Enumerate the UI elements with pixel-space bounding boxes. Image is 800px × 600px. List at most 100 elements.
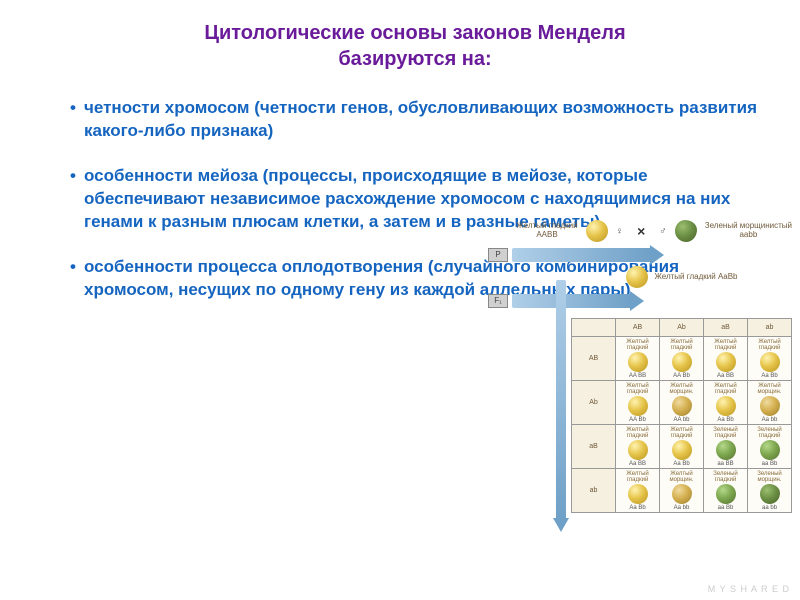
gen-tag-p: P	[488, 248, 508, 262]
punnett-cell: Желтый морщин. Aa bb	[660, 469, 704, 513]
cell-genotype: Aa bb	[749, 417, 790, 423]
cell-genotype: Aa Bb	[617, 505, 658, 511]
punnett-cell: Зеленый гладкий aa BB	[704, 425, 748, 469]
punnett-col-header: ab	[748, 319, 792, 337]
pea-icon	[672, 440, 692, 460]
parent-male-label: Зеленый морщинистый aabb	[705, 222, 792, 240]
cell-genotype: aa bb	[749, 505, 790, 511]
pea-icon	[716, 396, 736, 416]
punnett-col-header: aB	[704, 319, 748, 337]
cell-genotype: Aa bb	[661, 505, 702, 511]
punnett-cell: Желтый гладкий Aa Bb	[660, 425, 704, 469]
slide: Цитологические основы законов Менделя ба…	[0, 0, 800, 600]
f1-row: Желтый гладкий AaBb	[572, 266, 792, 288]
pea-icon	[626, 266, 648, 288]
pea-icon	[672, 484, 692, 504]
pea-icon	[760, 484, 780, 504]
punnett-cell: Желтый гладкий AA Bb	[616, 381, 660, 425]
punnett-cell: Желтый гладкийAa BB	[704, 337, 748, 381]
cell-genotype: Aa Bb	[705, 417, 746, 423]
punnett-row-header: ab	[572, 469, 616, 513]
parent-female-label: Желтый гладкий AABB	[516, 222, 577, 240]
cell-phenotype-label: Желтый гладкий	[617, 427, 658, 439]
pea-icon	[716, 440, 736, 460]
cell-phenotype-label: Желтый морщин.	[661, 471, 702, 483]
watermark: M Y S H A R E D	[708, 584, 790, 594]
punnett-corner	[572, 319, 616, 337]
pea-icon	[675, 220, 697, 242]
cell-phenotype-label: Желтый гладкий	[749, 339, 790, 351]
cell-phenotype-label: Желтый гладкий	[661, 339, 702, 351]
slide-title: Цитологические основы законов Менделя ба…	[165, 20, 665, 72]
cell-phenotype-label: Желтый гладкий	[661, 427, 702, 439]
pea-icon	[628, 440, 648, 460]
punnett-row: AbЖелтый гладкийAA BbЖелтый морщин.AA bb…	[572, 381, 792, 425]
cell-phenotype-label: Зеленый морщин.	[749, 471, 790, 483]
punnett-cell: Желтый морщин. Aa bb	[748, 381, 792, 425]
punnett-cell: Зеленый гладкий aa Bb	[704, 469, 748, 513]
cell-phenotype-label: Зеленый гладкий	[705, 471, 746, 483]
title-line-2: базируются на:	[338, 48, 491, 70]
pea-icon	[628, 396, 648, 416]
cell-genotype: Aa Bb	[661, 461, 702, 467]
pea-icon	[760, 396, 780, 416]
pea-icon	[628, 352, 648, 372]
cell-phenotype-label: Зеленый гладкий	[705, 427, 746, 439]
cell-genotype: aa BB	[705, 461, 746, 467]
cell-genotype: Aa BB	[617, 461, 658, 467]
male-symbol: ♂	[659, 226, 667, 237]
arrow-f1: F₁	[512, 294, 632, 308]
cell-phenotype-label: Желтый гладкий	[617, 339, 658, 351]
arrow-f2-vertical	[556, 280, 566, 520]
punnett-row-header: aB	[572, 425, 616, 469]
punnett-cell: Желтый гладкий Aa Bb	[748, 337, 792, 381]
cell-phenotype-label: Зеленый гладкий	[749, 427, 790, 439]
punnett-cell: Зеленый морщин. aa bb	[748, 469, 792, 513]
cell-genotype: aa Bb	[749, 461, 790, 467]
punnett-square: AB Ab aB ab ABЖелтый гладкийAA BBЖелтый …	[571, 318, 792, 513]
cross-symbol: ×	[637, 223, 645, 239]
cell-phenotype-label: Желтый гладкий	[705, 383, 746, 395]
punnett-cell: Желтый гладкий AA Bb	[660, 337, 704, 381]
title-line-1: Цитологические основы законов Менделя	[204, 22, 625, 44]
parent-row: Желтый гладкий AABB ♀ × ♂ Зеленый морщин…	[512, 220, 792, 242]
punnett-cell: Желтый гладкий AA BB	[616, 337, 660, 381]
pea-icon	[672, 396, 692, 416]
punnett-cell: Желтый гладкий Aa BB	[616, 425, 660, 469]
punnett-header-row: AB Ab aB ab	[572, 319, 792, 337]
punnett-row-header: Ab	[572, 381, 616, 425]
punnett-cell: Желтый морщин. AA bb	[660, 381, 704, 425]
bullet-item: четности хромосом (четности генов, обусл…	[70, 97, 760, 143]
female-symbol: ♀	[616, 226, 624, 237]
punnett-col-header: Ab	[660, 319, 704, 337]
cell-genotype: AA Bb	[661, 373, 702, 379]
arrow-p: P	[512, 248, 652, 262]
genetics-diagram: Желтый гладкий AABB ♀ × ♂ Зеленый морщин…	[512, 220, 792, 540]
pea-icon	[760, 352, 780, 372]
cell-genotype: Aa Bb	[749, 373, 790, 379]
cell-phenotype-label: Желтый морщин.	[661, 383, 702, 395]
pea-icon	[586, 220, 608, 242]
punnett-cell: Зеленый гладкий aa Bb	[748, 425, 792, 469]
pea-icon	[716, 484, 736, 504]
cell-genotype: AA Bb	[617, 417, 658, 423]
cell-phenotype-label: Желтый гладкий	[617, 471, 658, 483]
pea-icon	[716, 352, 736, 372]
punnett-cell: Желтый гладкий Aa Bb	[704, 381, 748, 425]
punnett-row: abЖелтый гладкий Aa Bb Желтый морщин. Aa bb…	[572, 469, 792, 513]
cell-phenotype-label: Желтый гладкий	[617, 383, 658, 395]
pea-icon	[672, 352, 692, 372]
punnett-col-header: AB	[616, 319, 660, 337]
f1-label: Желтый гладкий AaBb	[654, 273, 737, 282]
punnett-row: aBЖелтый гладкийAa BBЖелтый гладкийAa Bb…	[572, 425, 792, 469]
pea-icon	[628, 484, 648, 504]
cell-phenotype-label: Желтый морщин.	[749, 383, 790, 395]
gen-tag-f1: F₁	[488, 294, 508, 308]
cell-phenotype-label: Желтый гладкий	[705, 339, 746, 351]
pea-icon	[760, 440, 780, 460]
punnett-row-header: AB	[572, 337, 616, 381]
punnett-cell: Желтый гладкий Aa Bb	[616, 469, 660, 513]
cell-genotype: aa Bb	[705, 505, 746, 511]
cell-genotype: AA BB	[617, 373, 658, 379]
cell-genotype: AA bb	[661, 417, 702, 423]
